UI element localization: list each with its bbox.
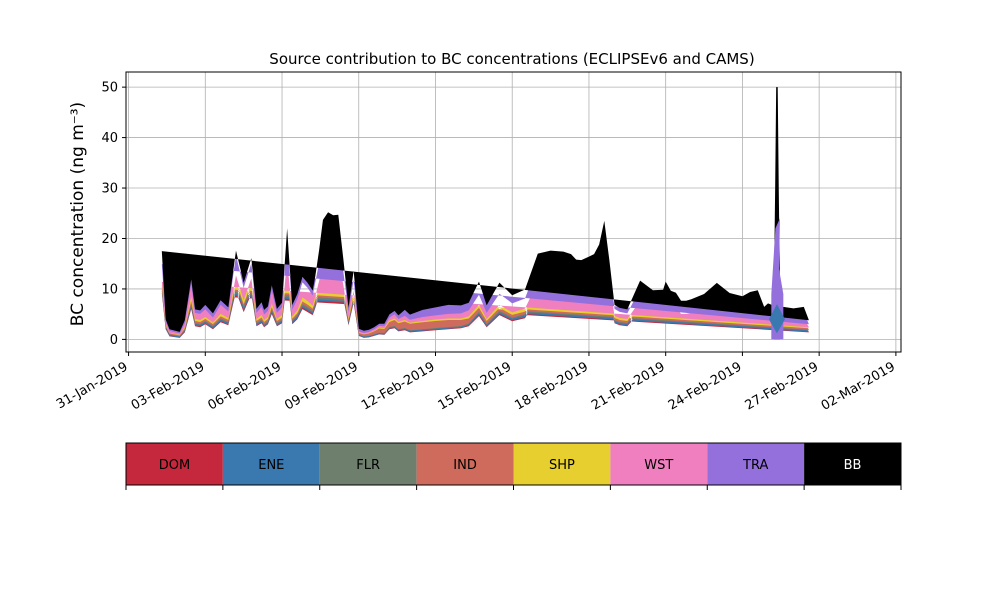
colorbar-label-wst: WST	[644, 458, 673, 473]
x-tick-label-1: 03-Feb-2019	[129, 359, 208, 413]
colorbar-label-dom: DOM	[159, 458, 190, 473]
colorbar-label-tra: TRA	[742, 458, 768, 473]
colorbar-label-shp: SHP	[549, 458, 575, 473]
colorbar-cell-dom	[126, 443, 223, 485]
colorbar-cell-ene	[222, 443, 320, 485]
colorbar-label-flr: FLR	[356, 458, 380, 473]
x-tick-label-5: 15-Feb-2019	[436, 359, 515, 413]
colorbar-label-bb: BB	[844, 458, 862, 473]
colorbar-cell-bb	[804, 443, 901, 485]
colorbar-cell-shp	[513, 443, 611, 485]
colorbar-label-ind: IND	[453, 458, 477, 473]
y-tick-label-4: 40	[101, 131, 118, 146]
y-axis-label: BC concentration (ng m⁻³)	[68, 102, 88, 326]
x-tick-label-3: 09-Feb-2019	[282, 359, 361, 413]
chart-title: Source contribution to BC concentrations…	[269, 50, 754, 68]
x-tick-label-10: 02-Mar-2019	[819, 359, 898, 413]
y-tick-label-1: 10	[101, 282, 118, 297]
y-tick-label-2: 20	[101, 232, 118, 247]
x-tick-label-4: 12-Feb-2019	[359, 359, 438, 413]
x-tick-label-7: 21-Feb-2019	[589, 359, 668, 413]
y-tick-label-3: 30	[101, 182, 118, 197]
colorbar-cell-tra	[707, 443, 805, 485]
x-tick-label-9: 27-Feb-2019	[743, 359, 822, 413]
x-axis-ticks: 31-Jan-201903-Feb-201906-Feb-201909-Feb-…	[54, 352, 898, 414]
x-tick-label-0: 31-Jan-2019	[54, 359, 131, 412]
stacked-areas	[161, 87, 809, 340]
colorbar-cell-flr	[319, 443, 417, 485]
colorbar-cell-ind	[416, 443, 514, 485]
x-tick-label-8: 24-Feb-2019	[666, 359, 745, 413]
y-tick-label-0: 0	[110, 333, 118, 348]
source-colorbar: DOM ENE FLR IND SHP WST TRA BB	[125, 442, 902, 490]
x-tick-label-6: 18-Feb-2019	[512, 359, 591, 413]
colorbar-label-ene: ENE	[258, 458, 284, 473]
x-tick-label-2: 06-Feb-2019	[205, 359, 284, 413]
y-axis-ticks: 0 10 20 30 40 50	[101, 81, 126, 348]
plot-frame	[125, 71, 902, 353]
colorbar-cell-wst	[610, 443, 708, 485]
y-tick-label-5: 50	[101, 81, 118, 96]
area-series-bb	[161, 212, 809, 332]
spike-ene	[768, 304, 785, 334]
